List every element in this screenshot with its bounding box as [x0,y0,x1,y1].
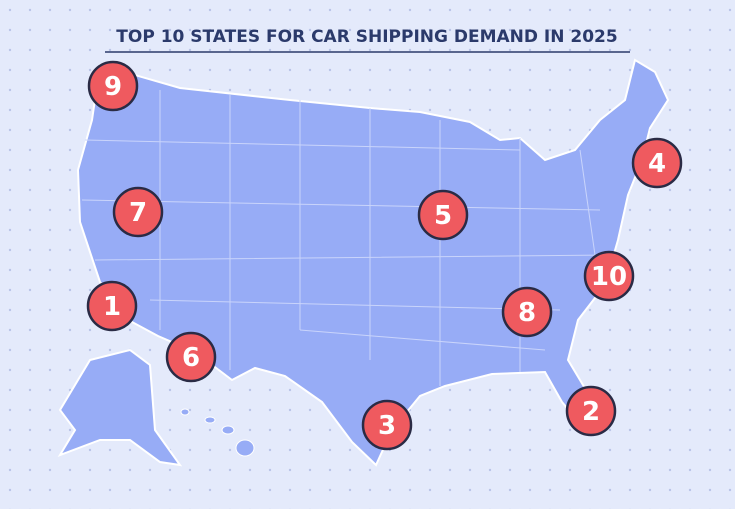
markers: 9 4 7 5 10 1 8 6 2 3 [86,60,683,451]
marker: 1 [86,280,138,332]
marker: 3 [361,399,413,451]
hawaii [180,408,255,457]
marker-rank: 8 [518,298,536,328]
title: TOP 10 STATES FOR CAR SHIPPING DEMAND IN… [116,27,617,47]
marker-circle [87,60,139,112]
marker-rank: 3 [378,411,396,441]
marker: 2 [565,385,617,437]
marker-circle [86,280,138,332]
marker: 9 [87,60,139,112]
marker-rank: 1 [103,292,121,322]
marker: 6 [165,331,217,383]
marker-rank: 10 [591,262,627,292]
marker-circle [631,137,683,189]
marker-rank: 6 [182,343,200,373]
marker: 4 [631,137,683,189]
marker: 7 [112,186,164,238]
marker-rank: 9 [104,72,122,102]
marker-circle [417,189,469,241]
marker: 5 [417,189,469,241]
alaska [57,348,183,467]
marker-rank: 4 [648,149,666,179]
marker-circle [165,331,217,383]
marker-circle [583,250,635,302]
marker: 8 [501,286,553,338]
marker: 10 [583,250,635,302]
marker-circle [565,385,617,437]
marker-circle [112,186,164,238]
marker-rank: 2 [582,397,600,427]
marker-circle [501,286,553,338]
marker-rank: 7 [129,198,147,228]
marker-rank: 5 [434,201,452,231]
marker-circle [361,399,413,451]
